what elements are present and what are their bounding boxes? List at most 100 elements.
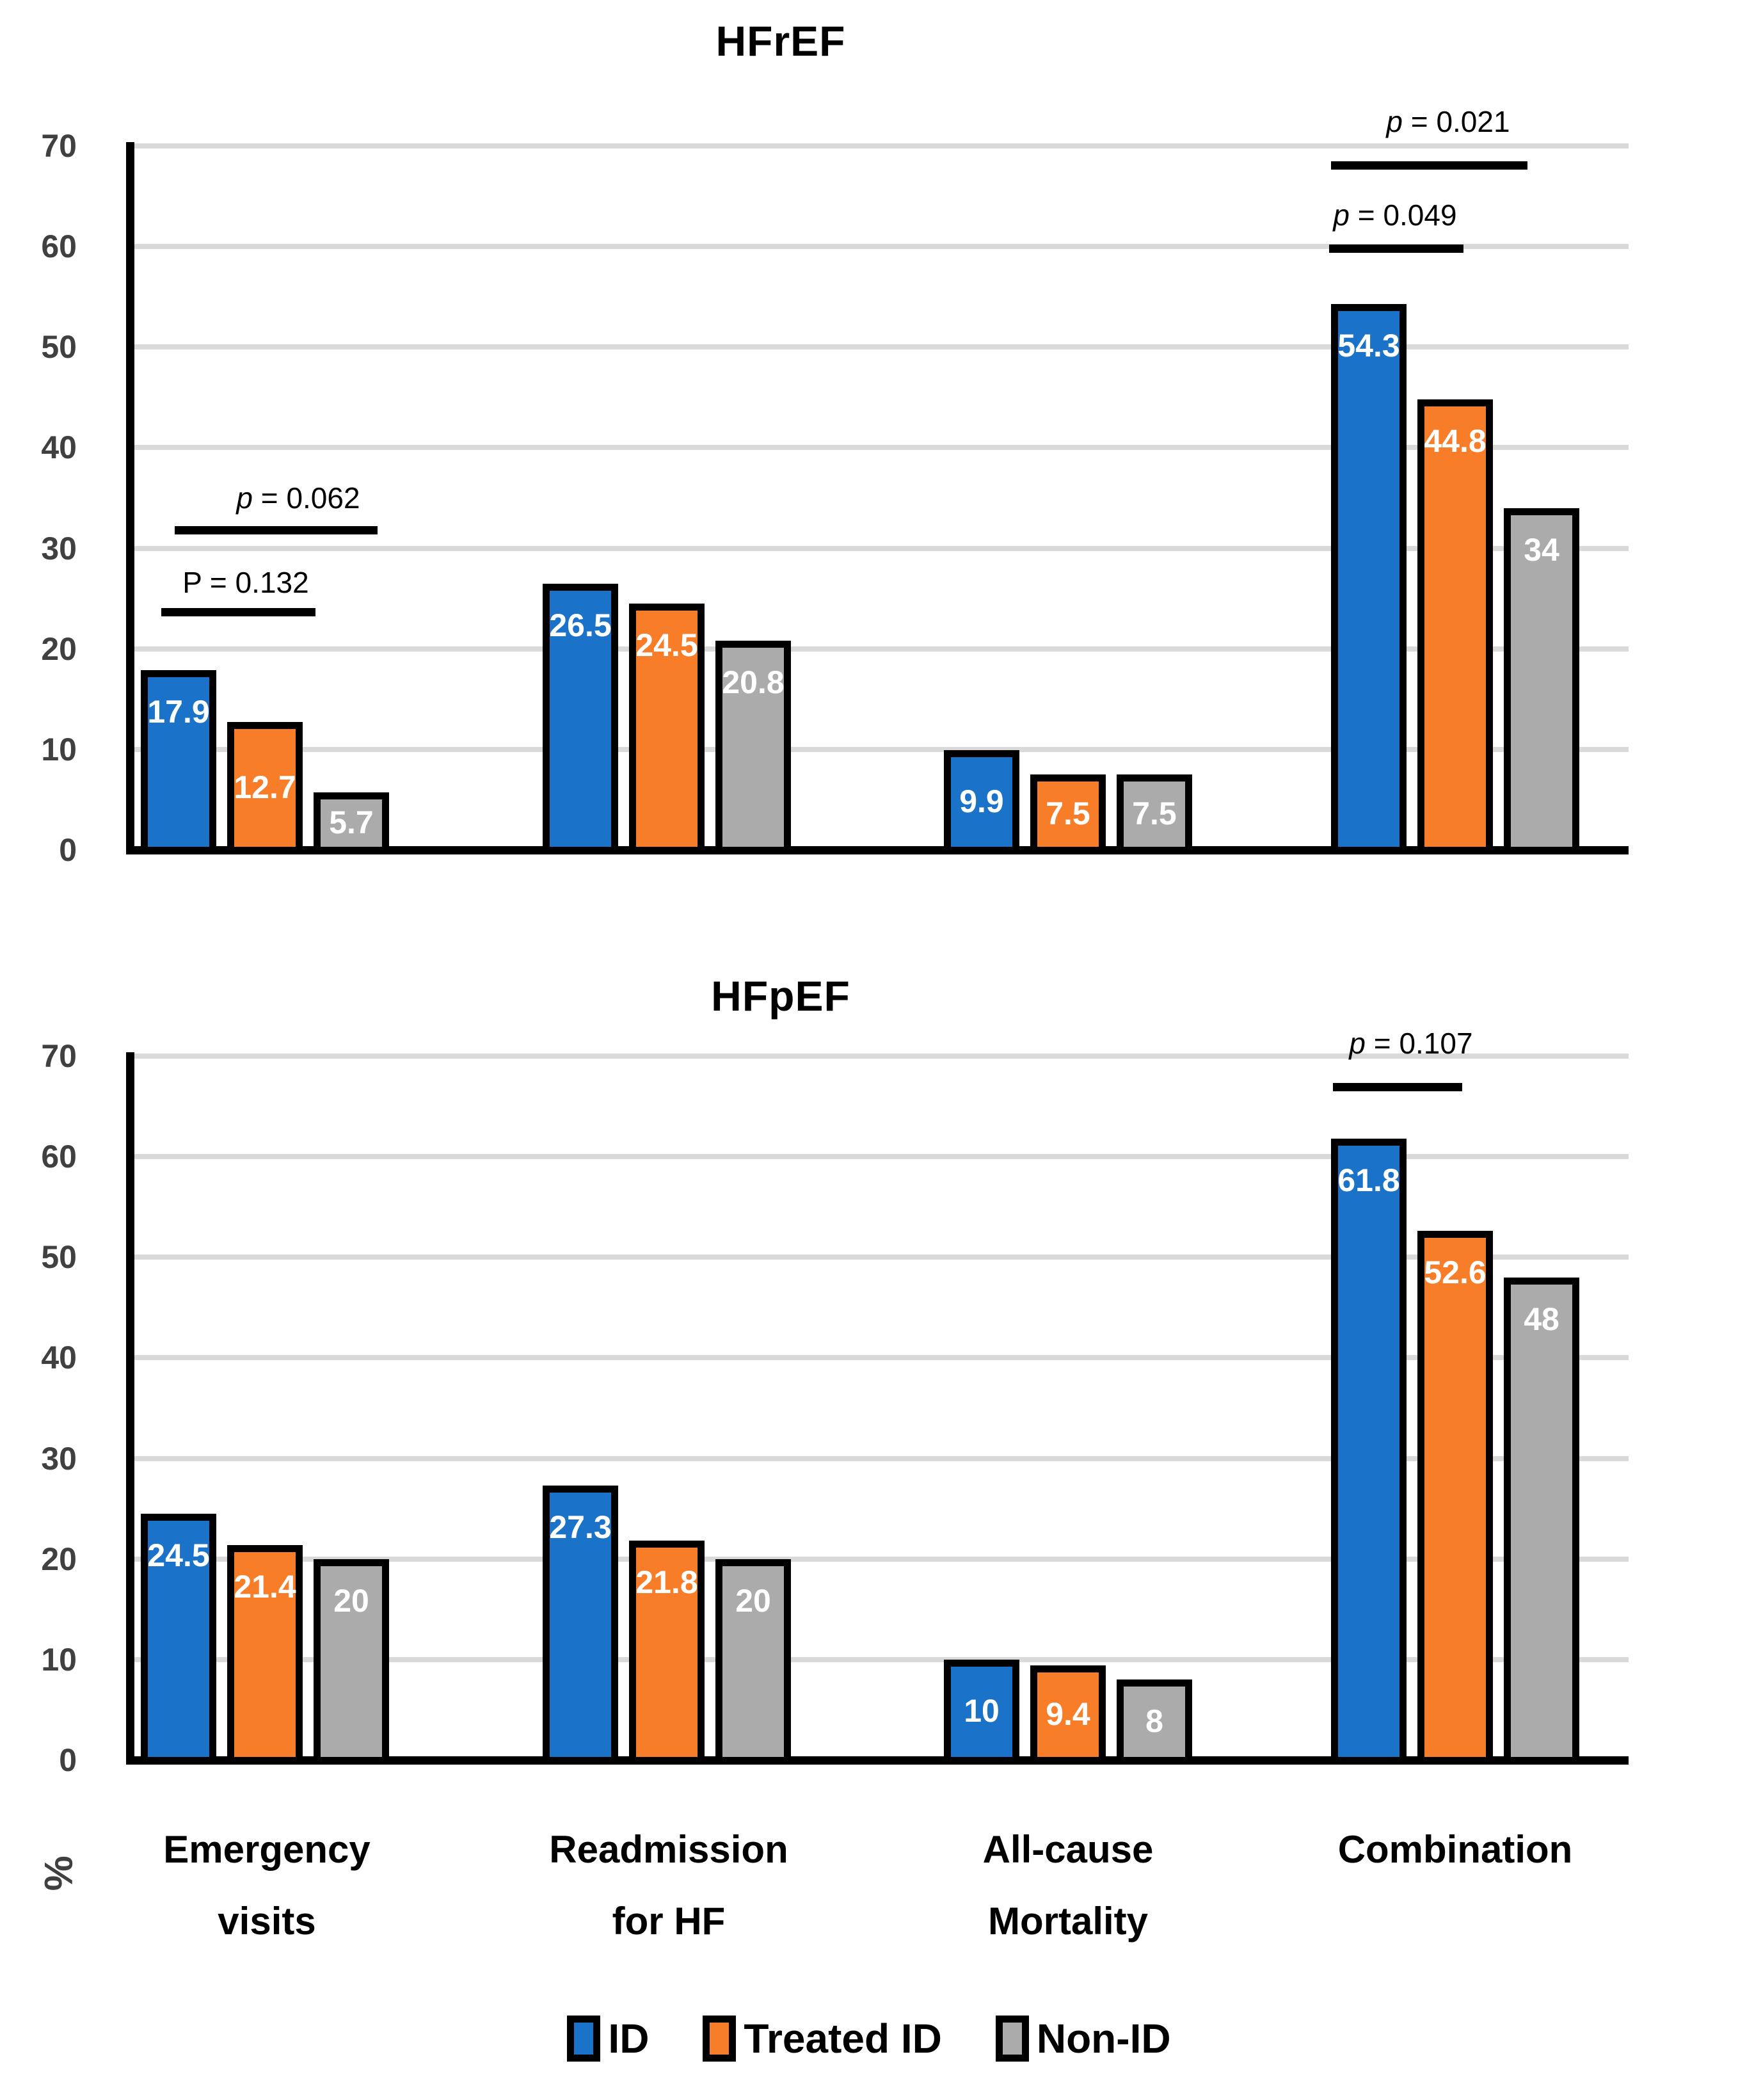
significance-line — [1333, 1083, 1462, 1091]
bar-value-label: 9.4 — [1046, 1696, 1090, 1733]
bar-value-label: 26.5 — [549, 607, 612, 643]
category-label-2: All-cause Mortality — [863, 1814, 1273, 1957]
y-tick-label: 20 — [41, 1541, 77, 1577]
bar-value-label: 21.8 — [635, 1564, 698, 1601]
bar-value-label: 54.3 — [1337, 327, 1400, 364]
bar-value-label: 24.5 — [147, 1537, 210, 1573]
bar-treated-id-combination — [1417, 399, 1493, 854]
y-tick-label: 50 — [41, 329, 77, 365]
gridline-30 — [134, 1455, 1629, 1461]
gridline-40 — [134, 445, 1629, 451]
y-tick-label: 20 — [41, 630, 77, 667]
bar-treated-id-emergency-visits — [227, 722, 303, 854]
legend-swatch-icon — [567, 2016, 601, 2062]
p-symbol: p — [1349, 1027, 1366, 1060]
bar-treated-id-readmission-for-hf — [629, 1541, 705, 1764]
y-tick-label: 0 — [59, 1742, 77, 1778]
y-tick-label: 30 — [41, 1440, 77, 1477]
y-tick-label: 10 — [41, 1641, 77, 1678]
legend-label: Treated ID — [744, 2016, 942, 2062]
legend-label: Non-ID — [1036, 2016, 1171, 2062]
gridline-10 — [134, 746, 1629, 752]
y-axis-title: % — [36, 1856, 80, 1891]
bar-id-all-cause-mortality — [944, 750, 1019, 854]
bar-value-label: 27.3 — [549, 1509, 612, 1545]
x-axis-line — [126, 846, 1629, 854]
chart-title-hfref: HFrEF — [715, 17, 846, 65]
bar-value-label: 7.5 — [1046, 796, 1090, 832]
y-tick-label: 70 — [41, 128, 77, 164]
category-label-line: Readmission — [549, 1828, 788, 1871]
bar-id-combination — [1331, 1138, 1407, 1764]
bar-id-emergency-visits — [141, 1514, 216, 1764]
y-tick-label: 30 — [41, 530, 77, 566]
gridline-20 — [134, 646, 1629, 652]
bar-treated-id-readmission-for-hf — [629, 604, 705, 854]
chart-title-hfpef: HFpEF — [711, 972, 850, 1020]
significance-line — [1329, 244, 1463, 253]
gridline-40 — [134, 1355, 1629, 1361]
p-symbol: p — [1333, 198, 1350, 232]
bar-value-label: 21.4 — [234, 1568, 296, 1605]
category-label-3: Combination — [1250, 1814, 1660, 1886]
gridline-30 — [134, 545, 1629, 551]
gridline-50 — [134, 1254, 1629, 1260]
bar-value-label: 9.9 — [959, 783, 1004, 820]
y-axis-line — [126, 142, 134, 854]
bar-non-id-readmission-for-hf — [715, 1559, 791, 1764]
bar-non-id-all-cause-mortality — [1117, 1679, 1192, 1764]
category-label-line: Combination — [1337, 1828, 1573, 1871]
bar-treated-id-emergency-visits — [227, 1544, 303, 1764]
p-symbol: p — [236, 481, 253, 515]
gridline-20 — [134, 1556, 1629, 1562]
legend-item-id: ID — [567, 2015, 649, 2062]
y-tick-label: 60 — [41, 1139, 77, 1175]
y-tick-label: 40 — [41, 429, 77, 466]
bar-treated-id-all-cause-mortality — [1030, 1665, 1106, 1764]
bar-value-label: 34 — [1524, 531, 1559, 568]
y-tick-label: 10 — [41, 731, 77, 767]
bar-value-label: 8 — [1145, 1703, 1163, 1740]
bar-value-label: 52.6 — [1424, 1254, 1487, 1291]
gridline-60 — [134, 1154, 1629, 1160]
bar-treated-id-combination — [1417, 1231, 1493, 1764]
legend-label: ID — [608, 2016, 650, 2062]
bar-value-label: 12.7 — [234, 769, 296, 806]
y-tick-label: 70 — [41, 1038, 77, 1075]
category-label-0: Emergency visits — [62, 1814, 472, 1957]
y-tick-label: 50 — [41, 1239, 77, 1276]
legend-swatch-icon — [995, 2016, 1029, 2062]
bar-value-label: 24.5 — [635, 627, 698, 663]
category-label-1: Readmission for HF — [464, 1814, 873, 1957]
category-label-line: Emergency — [163, 1828, 371, 1871]
p-value-label: p = 0.021 — [1386, 105, 1510, 138]
significance-line — [1331, 161, 1527, 170]
legend-item-non-id: Non-ID — [995, 2015, 1171, 2062]
bar-value-label: 7.5 — [1132, 796, 1177, 832]
category-label-line: visits — [218, 1900, 316, 1943]
gridline-70 — [134, 143, 1629, 149]
p-value-label: p = 0.062 — [236, 481, 360, 515]
bar-treated-id-all-cause-mortality — [1030, 774, 1106, 854]
bar-non-id-combination — [1504, 508, 1579, 854]
bar-non-id-emergency-visits — [314, 1559, 389, 1764]
legend-swatch-icon — [703, 2016, 737, 2062]
gridline-10 — [134, 1656, 1629, 1662]
significance-line — [175, 526, 378, 534]
gridline-50 — [134, 344, 1629, 350]
bar-value-label: 17.9 — [147, 693, 210, 730]
category-label-line: All-cause — [982, 1828, 1154, 1871]
gridline-70 — [134, 1054, 1629, 1059]
p-value-label: p = 0.049 — [1333, 198, 1457, 232]
bar-id-all-cause-mortality — [944, 1659, 1019, 1764]
y-tick-label: 0 — [59, 832, 77, 868]
bar-non-id-combination — [1504, 1277, 1579, 1764]
p-symbol: p — [1386, 105, 1403, 138]
bar-id-readmission-for-hf — [543, 583, 618, 854]
bar-value-label: 10 — [964, 1693, 1000, 1729]
p-value-label: P = 0.132 — [182, 566, 309, 599]
y-axis-line — [126, 1052, 134, 1764]
p-value-label: p = 0.107 — [1349, 1027, 1473, 1060]
